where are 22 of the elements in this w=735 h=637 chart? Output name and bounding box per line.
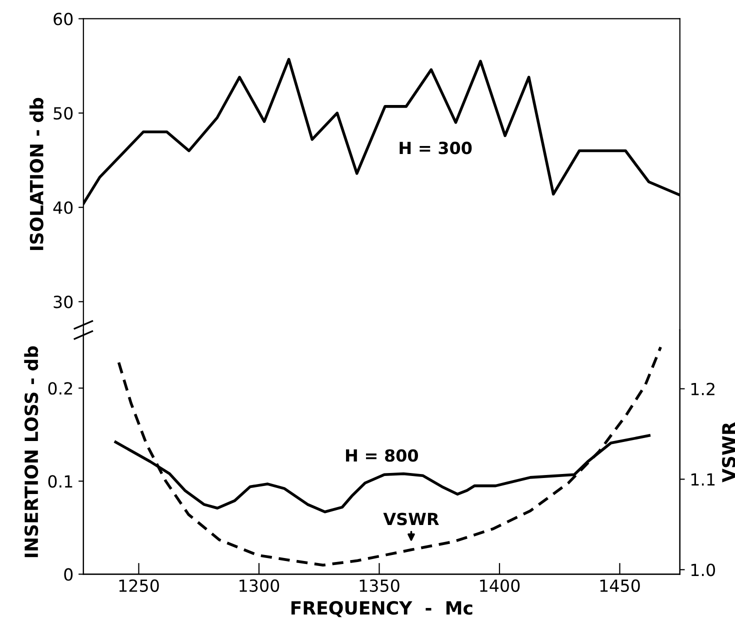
y2-tick-label: 1.1 xyxy=(691,473,715,486)
y-tick-label: 40 xyxy=(53,201,73,214)
series-label: H = 300 xyxy=(400,142,472,154)
y-axis-title: INSERTION LOSS - db xyxy=(24,346,38,558)
y2-tick-label: 1.0 xyxy=(691,564,715,576)
y2-tick-label: 1.2 xyxy=(691,382,714,396)
y-tick-label: 0.1 xyxy=(48,475,72,488)
x-axis-title: FREQUENCY - Mc xyxy=(291,601,472,618)
x-tick-label: 1250 xyxy=(119,579,159,592)
y-tick-label: 30 xyxy=(54,296,73,308)
series-label: H = 800 xyxy=(346,449,418,462)
x-tick-label: 1300 xyxy=(240,579,280,592)
x-tick-label: 1450 xyxy=(600,579,640,592)
y-tick-label: 50 xyxy=(54,107,73,120)
series-label: VSWR xyxy=(383,512,439,526)
y-axis-title: ISOLATION - db xyxy=(29,98,44,250)
y-tick-label: 0.2 xyxy=(48,382,72,395)
y-tick-label: 0 xyxy=(64,568,73,581)
line-series xyxy=(117,346,662,567)
x-tick-label: 1400 xyxy=(480,579,520,592)
y-tick-label: 60 xyxy=(54,12,73,26)
x-tick-label: 1350 xyxy=(360,579,400,592)
